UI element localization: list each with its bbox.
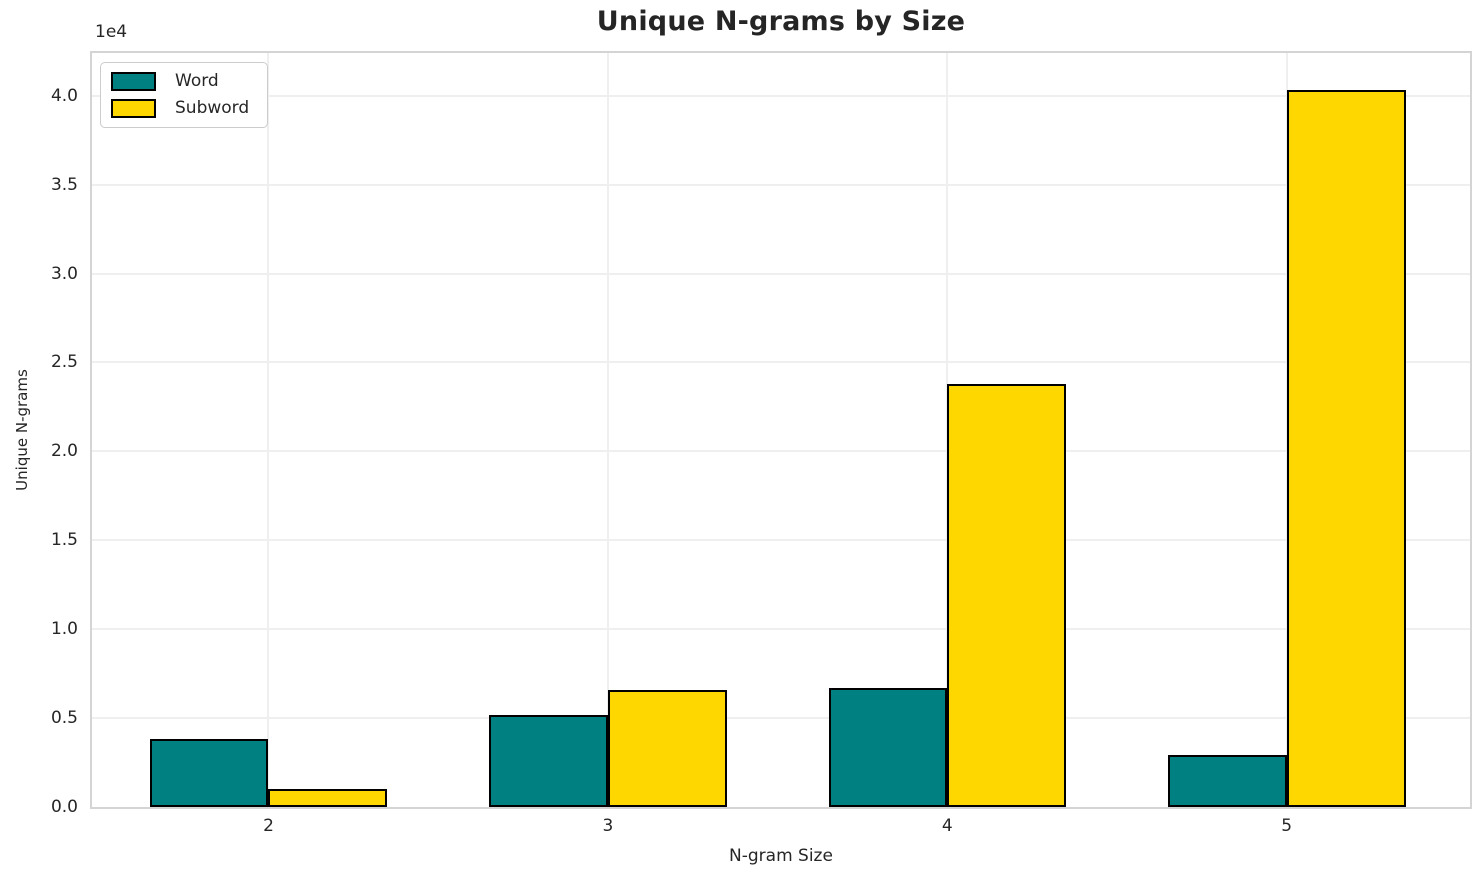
x-tick-label-3: 3: [602, 816, 614, 836]
gridline-y-2.0: [92, 450, 1470, 453]
bar-subword-5: [1286, 90, 1406, 807]
gridline-y-2.5: [92, 361, 1470, 364]
y-tick-label-3.0: 3.0: [50, 263, 78, 284]
y-tick-label-3.5: 3.5: [50, 174, 78, 195]
chart-title: Unique N-grams by Size: [596, 6, 966, 37]
y-axis-label: Unique N-grams: [13, 369, 31, 491]
bar-word-3: [489, 714, 608, 807]
y-tick-label-0.0: 0.0: [50, 797, 78, 817]
bar-word-5: [1167, 755, 1287, 807]
legend-item-word: Word: [111, 72, 249, 91]
legend-swatch-word-icon: [111, 72, 156, 91]
y-axis-offset-text: 1e4: [95, 22, 128, 42]
bar-subword-4: [947, 383, 1067, 807]
bar-subword-2: [268, 789, 388, 807]
bar-word-2: [149, 739, 269, 807]
y-tick-label-2.0: 2.0: [50, 441, 78, 462]
gridline-y-3.0: [92, 272, 1470, 275]
bar-word-4: [828, 687, 948, 807]
gridline-y-0.5: [92, 717, 1470, 720]
legend-label-subword: Subword: [175, 98, 250, 118]
gridline-x-3: [606, 53, 609, 807]
bar-subword-3: [607, 689, 727, 807]
y-tick-label-1.0: 1.0: [50, 619, 78, 640]
gridline-y-1.5: [92, 539, 1470, 542]
plot-area: [90, 51, 1472, 809]
legend-label-word: Word: [175, 71, 219, 91]
x-tick-label-5: 5: [1281, 816, 1293, 836]
x-tick-label-4: 4: [941, 816, 953, 836]
y-tick-label-0.5: 0.5: [50, 708, 78, 729]
legend-swatch-subword-icon: [111, 99, 156, 118]
gridline-x-2: [267, 53, 270, 807]
legend: Word Subword: [100, 62, 269, 128]
y-tick-label-2.5: 2.5: [50, 352, 78, 373]
gridline-y-3.5: [92, 183, 1470, 186]
x-axis-label: N-gram Size: [729, 846, 833, 866]
y-tick-label-4.0: 4.0: [50, 85, 78, 106]
gridline-y-4.0: [92, 94, 1470, 97]
y-tick-label-1.5: 1.5: [50, 530, 78, 551]
legend-item-subword: Subword: [111, 99, 249, 118]
x-tick-label-2: 2: [263, 816, 274, 836]
gridline-y-1.0: [92, 628, 1470, 631]
